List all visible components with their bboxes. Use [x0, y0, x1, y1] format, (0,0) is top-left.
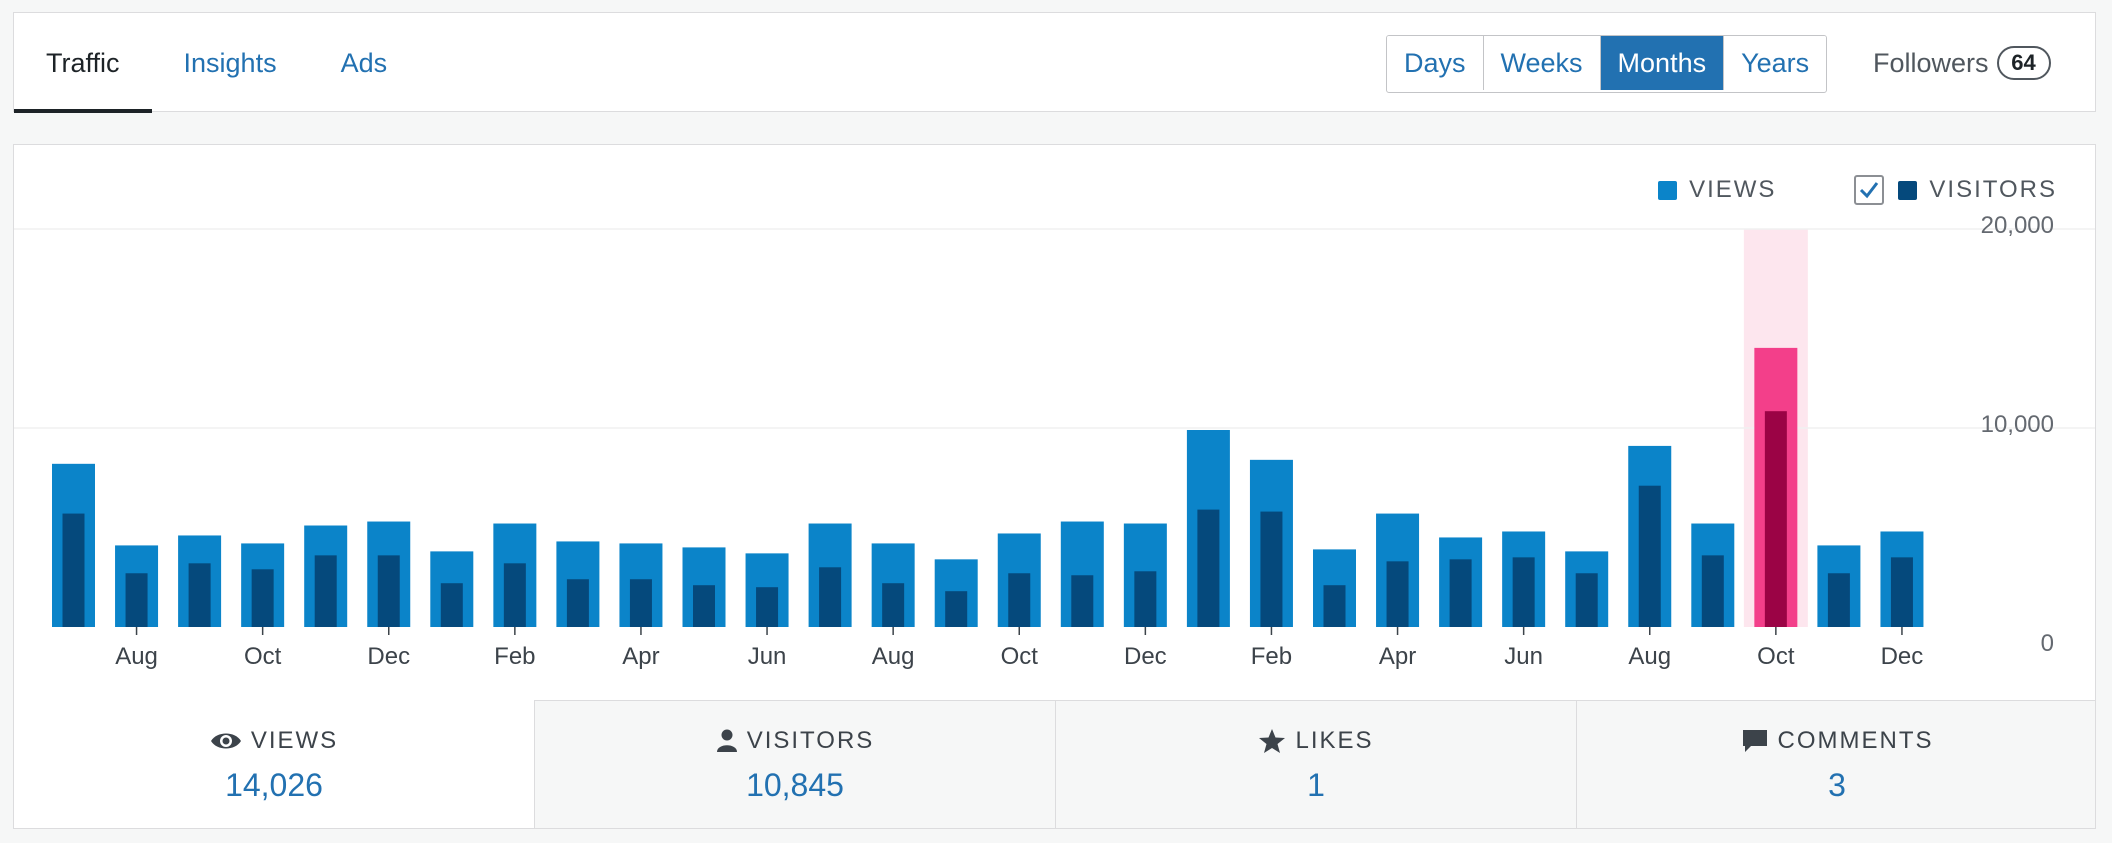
visitors-bar: [693, 585, 715, 627]
summary-tab-likes[interactable]: LIKES 1: [1055, 700, 1576, 828]
legend-visitors: VISITORS: [1898, 176, 2057, 204]
period-days-button[interactable]: Days: [1387, 36, 1484, 90]
summary-tab-comments[interactable]: COMMENTS 3: [1576, 700, 2095, 828]
x-tick-label: Oct: [1001, 643, 1039, 670]
x-tick-label: Jun: [748, 643, 787, 670]
visitors-bar: [1638, 485, 1661, 627]
followers-link[interactable]: Followers 64: [1873, 13, 2051, 113]
visitors-bar: [314, 555, 337, 627]
visitors-bar: [1071, 575, 1094, 627]
period-years-button[interactable]: Years: [1724, 36, 1827, 90]
period-selector: Days Weeks Months Years: [1386, 35, 1828, 93]
visitors-bar: [566, 579, 589, 627]
visitors-toggle-checkbox[interactable]: [1854, 175, 1885, 205]
views-value: 14,026: [225, 766, 323, 803]
visitors-bar: [1260, 511, 1283, 627]
visitors-bar: [945, 591, 968, 627]
x-tick-label: Feb: [1251, 643, 1292, 670]
summary-tab-views[interactable]: VIEWS 14,026: [14, 700, 534, 828]
followers-count-badge: 64: [1996, 46, 2051, 80]
legend-views-swatch: [1658, 180, 1678, 200]
comment-icon: [1742, 730, 1767, 752]
x-tick-label: Apr: [1379, 643, 1416, 670]
likes-value: 1: [1307, 767, 1325, 803]
tab-traffic[interactable]: Traffic: [14, 13, 152, 113]
visitors-bar: [188, 563, 211, 627]
visitors-bar: [125, 573, 148, 627]
x-tick-label: Oct: [244, 643, 282, 670]
summary-tab-visitors[interactable]: VISITORS 10,845: [534, 700, 1055, 828]
visitors-bar: [440, 583, 463, 627]
x-tick-label: Aug: [115, 643, 158, 670]
period-months-button[interactable]: Months: [1600, 36, 1725, 90]
comments-label: COMMENTS: [1777, 727, 1934, 754]
y-tick-label: 0: [2041, 630, 2054, 657]
visitors-bar: [629, 579, 652, 627]
x-tick-label: Oct: [1757, 643, 1795, 670]
x-tick-label: Jun: [1504, 643, 1543, 670]
views-label: VIEWS: [250, 726, 339, 754]
star-icon: [1259, 729, 1286, 753]
visitors-bar: [1764, 411, 1787, 627]
visitors-bar: [1134, 571, 1157, 627]
legend-visitors-label: VISITORS: [1929, 176, 2057, 203]
summary-tabs: VIEWS 14,026 VISITORS 10,845 LIKES 1: [14, 700, 2095, 828]
visitors-bar: [882, 583, 905, 627]
x-tick-label: Feb: [494, 643, 535, 670]
visitors-bar: [1512, 557, 1535, 627]
visitors-bar: [251, 569, 274, 627]
visitors-bar: [377, 555, 400, 627]
visitors-bar: [756, 587, 779, 627]
visitors-bar: [62, 513, 85, 627]
chart-card: 0 10,000 20,000 Aug Oct Dec Feb Apr Jun Aug Oct Dec…: [13, 144, 2096, 829]
visitors-bar: [1386, 561, 1409, 627]
visitors-label: VISITORS: [746, 727, 875, 754]
visitors-bar: [1323, 585, 1346, 627]
comments-value: 3: [1828, 767, 1846, 803]
visitors-bar: [503, 563, 526, 627]
chart-legend: VIEWS VISITORS: [1658, 175, 2057, 205]
visitors-bar: [1827, 573, 1850, 627]
y-tick-label: 20,000: [1981, 212, 2054, 239]
followers-label: Followers: [1873, 47, 1989, 78]
eye-icon: [210, 733, 241, 748]
y-tick-label: 10,000: [1981, 411, 2054, 438]
x-tick-label: Dec: [1124, 643, 1167, 670]
tab-ads[interactable]: Ads: [340, 47, 388, 78]
section-tabs: Traffic Insights Ads: [14, 13, 419, 113]
visitors-bar: [1701, 555, 1724, 627]
visitors-bar: [1197, 509, 1220, 627]
x-tick-label: Dec: [1881, 643, 1924, 670]
visitors-bar: [819, 567, 842, 627]
person-icon: [716, 729, 737, 752]
legend-visitors-swatch: [1898, 180, 1918, 200]
visitors-bar: [1449, 559, 1472, 627]
likes-label: LIKES: [1295, 727, 1374, 754]
visitors-bar: [1575, 573, 1598, 627]
legend-views: VIEWS: [1658, 176, 1776, 204]
x-tick-label: Aug: [872, 643, 915, 670]
period-weeks-button[interactable]: Weeks: [1483, 36, 1601, 90]
visitors-bar: [1008, 573, 1031, 627]
tab-insights[interactable]: Insights: [183, 47, 277, 78]
stats-header-card: Traffic Insights Ads Days Weeks Months Y…: [13, 12, 2096, 113]
x-tick-label: Dec: [367, 643, 410, 670]
visitors-bar: [1890, 557, 1913, 627]
x-tick-label: Aug: [1628, 643, 1671, 670]
visitors-value: 10,845: [746, 767, 844, 803]
legend-views-label: VIEWS: [1689, 176, 1777, 203]
x-tick-label: Apr: [622, 643, 659, 670]
checkmark-icon: [1860, 182, 1879, 199]
stats-bar-chart: 0 10,000 20,000 Aug Oct Dec Feb Apr Jun Aug Oct Dec…: [14, 212, 2095, 670]
